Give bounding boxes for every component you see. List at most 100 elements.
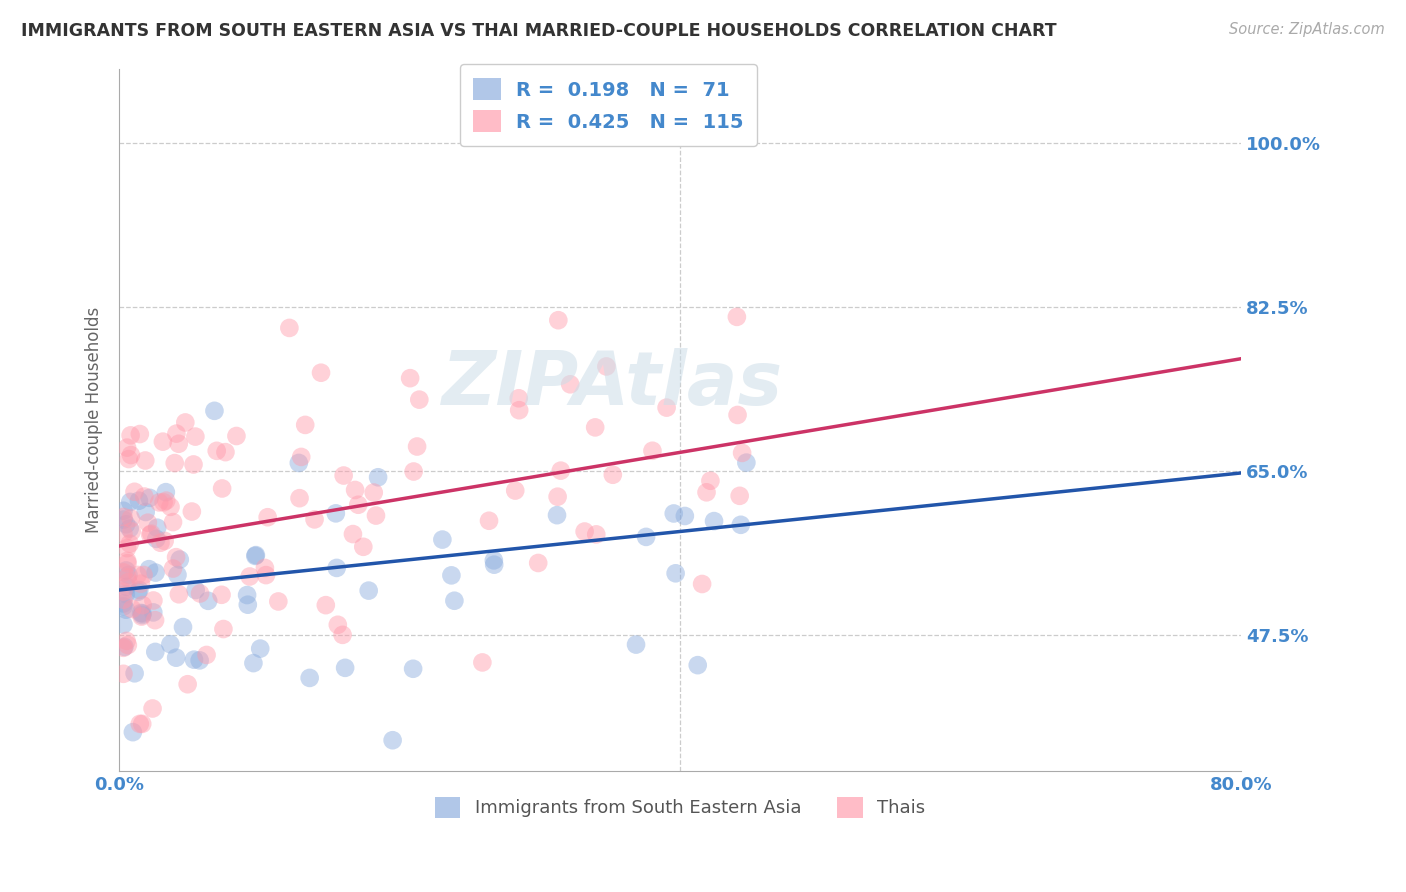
Point — [212, 622, 235, 636]
Point — [117, 556, 139, 570]
Point — [298, 671, 321, 685]
Point — [197, 594, 219, 608]
Point — [443, 593, 465, 607]
Point — [165, 426, 187, 441]
Point — [546, 508, 568, 523]
Point — [508, 403, 530, 417]
Point — [142, 606, 165, 620]
Point — [174, 416, 197, 430]
Point — [131, 717, 153, 731]
Point — [183, 458, 205, 472]
Point — [249, 641, 271, 656]
Point — [585, 527, 607, 541]
Point — [167, 587, 190, 601]
Point — [703, 514, 725, 528]
Point — [152, 434, 174, 449]
Point — [547, 313, 569, 327]
Point — [112, 504, 135, 518]
Point — [121, 602, 143, 616]
Point — [121, 524, 143, 539]
Legend: Immigrants from South Eastern Asia, Thais: Immigrants from South Eastern Asia, Thai… — [427, 789, 932, 825]
Point — [333, 661, 356, 675]
Point — [214, 445, 236, 459]
Point — [471, 656, 494, 670]
Point — [165, 650, 187, 665]
Point — [115, 517, 138, 532]
Point — [696, 485, 718, 500]
Point — [124, 666, 146, 681]
Point — [112, 566, 135, 580]
Point — [167, 436, 190, 450]
Point — [665, 566, 688, 581]
Point — [115, 564, 138, 578]
Point — [114, 587, 136, 601]
Point — [184, 582, 207, 597]
Point — [550, 464, 572, 478]
Point — [236, 588, 259, 602]
Point — [162, 561, 184, 575]
Point — [205, 443, 228, 458]
Point — [363, 485, 385, 500]
Point — [482, 558, 505, 572]
Point — [432, 533, 454, 547]
Point — [176, 677, 198, 691]
Point — [325, 507, 347, 521]
Point — [364, 508, 387, 523]
Point — [730, 517, 752, 532]
Point — [624, 638, 647, 652]
Point — [139, 527, 162, 541]
Point — [132, 568, 155, 582]
Point — [309, 366, 332, 380]
Point — [162, 515, 184, 529]
Point — [115, 580, 138, 594]
Point — [145, 566, 167, 580]
Point — [138, 491, 160, 505]
Point — [725, 310, 748, 324]
Point — [128, 493, 150, 508]
Point — [117, 570, 139, 584]
Point — [155, 493, 177, 508]
Point — [112, 584, 135, 599]
Point — [118, 537, 141, 551]
Point — [245, 548, 267, 562]
Point — [236, 598, 259, 612]
Point — [112, 640, 135, 655]
Point — [134, 490, 156, 504]
Point — [636, 530, 658, 544]
Point — [184, 429, 207, 443]
Point — [112, 592, 135, 607]
Point — [239, 569, 262, 583]
Point — [120, 511, 142, 525]
Point — [728, 489, 751, 503]
Point — [304, 512, 326, 526]
Point — [112, 596, 135, 610]
Text: IMMIGRANTS FROM SOUTH EASTERN ASIA VS THAI MARRIED-COUPLE HOUSEHOLDS CORRELATION: IMMIGRANTS FROM SOUTH EASTERN ASIA VS TH… — [21, 22, 1057, 40]
Point — [120, 448, 142, 462]
Point — [332, 468, 354, 483]
Point — [440, 568, 463, 582]
Point — [131, 607, 153, 621]
Point — [402, 465, 425, 479]
Point — [127, 584, 149, 599]
Point — [143, 645, 166, 659]
Point — [211, 588, 233, 602]
Point — [141, 526, 163, 541]
Point — [478, 514, 501, 528]
Point — [163, 456, 186, 470]
Point — [735, 456, 758, 470]
Point — [195, 648, 218, 662]
Point — [145, 532, 167, 546]
Point — [325, 561, 347, 575]
Point — [112, 510, 135, 524]
Point — [128, 582, 150, 597]
Point — [326, 617, 349, 632]
Point — [315, 598, 337, 612]
Point — [342, 527, 364, 541]
Point — [267, 594, 290, 608]
Point — [381, 733, 404, 747]
Point — [686, 658, 709, 673]
Point — [121, 725, 143, 739]
Point — [115, 541, 138, 556]
Point — [690, 577, 713, 591]
Point — [641, 443, 664, 458]
